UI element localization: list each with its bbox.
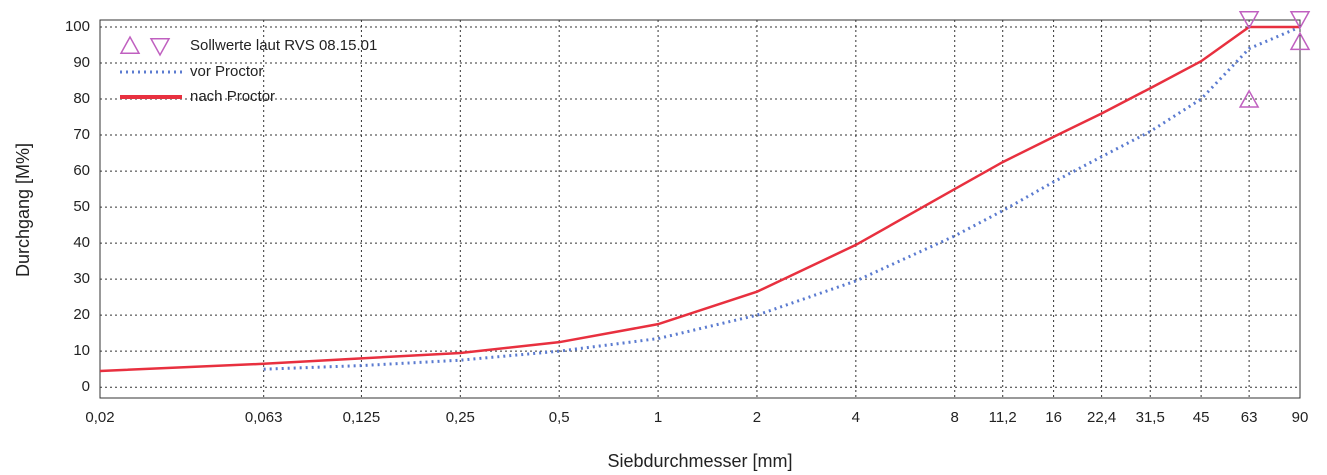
x-tick-label: 0,063: [245, 409, 283, 426]
x-tick-label: 0,125: [343, 409, 381, 426]
y-tick-label: 30: [73, 270, 90, 287]
y-tick-label: 100: [65, 18, 90, 35]
upper-limit-marker: [1289, 11, 1311, 30]
y-tick-label: 60: [73, 162, 90, 179]
data-line: [99, 25, 1300, 373]
y-tick-label: 20: [73, 306, 90, 323]
x-tick-label: 22,4: [1087, 409, 1116, 426]
y-tick-label: 70: [73, 126, 90, 143]
x-tick-label: 8: [951, 409, 959, 426]
y-tick-label: 80: [73, 90, 90, 107]
y-tick-label: 50: [73, 198, 90, 215]
y-tick-label: 0: [82, 378, 90, 395]
legend-symbol: [149, 38, 171, 57]
legend-label: nach Proctor: [190, 88, 275, 105]
x-tick-label: 31,5: [1136, 409, 1165, 426]
upper-limit-marker: [1238, 11, 1260, 30]
x-tick-label: 4: [852, 409, 860, 426]
x-tick-label: 0,25: [446, 409, 475, 426]
legend-label: Sollwerte laut RVS 08.15.01: [190, 37, 377, 54]
y-axis-title: Durchgang [M%]: [13, 143, 33, 277]
x-tick-label: 16: [1045, 409, 1062, 426]
x-tick-label: 1: [654, 409, 662, 426]
x-tick-label: 90: [1292, 409, 1309, 426]
x-tick-label: 0,5: [549, 409, 570, 426]
y-tick-label: 90: [73, 54, 90, 71]
data-line: [263, 25, 1301, 371]
y-tick-label: 10: [73, 342, 90, 359]
x-tick-label: 11,2: [989, 409, 1017, 426]
lower-limit-marker: [1238, 89, 1260, 108]
legend-label: vor Proctor: [190, 63, 263, 80]
x-tick-label: 45: [1193, 409, 1210, 426]
x-tick-label: 2: [753, 409, 761, 426]
y-tick-label: 40: [73, 234, 90, 251]
x-axis-title: Siebdurchmesser [mm]: [607, 451, 792, 471]
x-tick-label: 0,02: [85, 409, 114, 426]
x-tick-label: 63: [1241, 409, 1258, 426]
legend-symbol: [119, 35, 141, 54]
plot-frame: [99, 19, 1301, 399]
lower-limit-marker: [1289, 31, 1311, 51]
